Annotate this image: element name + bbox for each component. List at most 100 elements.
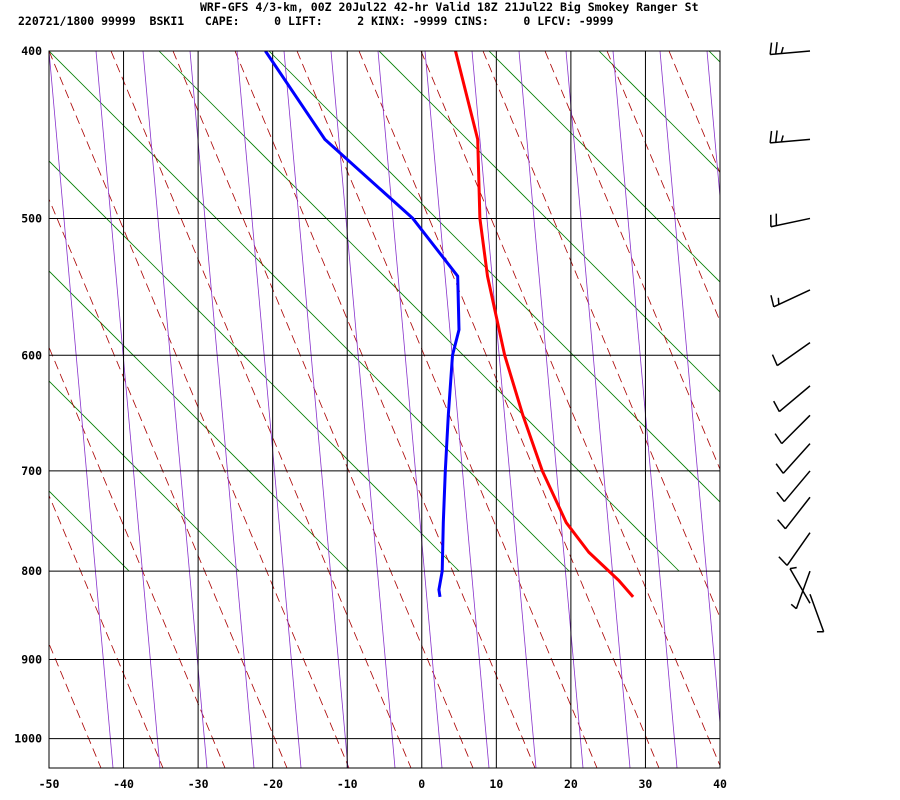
wind-barb bbox=[776, 470, 811, 503]
wind-barb bbox=[777, 496, 811, 530]
wind-barb-flag bbox=[780, 46, 784, 54]
wind-barbs bbox=[769, 42, 825, 633]
mixing-ratio-line bbox=[330, 51, 396, 768]
moist-adiabat-line bbox=[544, 51, 720, 471]
dry-adiabat-line bbox=[158, 51, 680, 572]
wind-barb-flag bbox=[771, 354, 778, 366]
moist-adiabat-line bbox=[731, 51, 900, 768]
moist-adiabat-line bbox=[172, 51, 474, 768]
dry-adiabat-line bbox=[378, 51, 720, 393]
temperature-profile-line bbox=[454, 51, 635, 598]
wind-barb bbox=[778, 532, 811, 566]
temperature-tick-label: 0 bbox=[418, 777, 425, 791]
temperature-tick-label: 40 bbox=[713, 777, 727, 791]
moist-adiabat-line bbox=[606, 51, 720, 323]
plot-frame bbox=[48, 50, 721, 769]
wind-barb bbox=[771, 342, 811, 367]
temperature-tick-label: -50 bbox=[39, 777, 60, 791]
wind-barb-flag bbox=[769, 130, 773, 143]
temperature-tick-label: -30 bbox=[188, 777, 209, 791]
dry-adiabat-line bbox=[49, 160, 460, 572]
moist-adiabat-line bbox=[49, 51, 350, 768]
temperature-tick-label: 30 bbox=[639, 777, 653, 791]
pressure-tick-label: 600 bbox=[21, 348, 42, 362]
moist-adiabat-line bbox=[668, 51, 720, 174]
wind-barb bbox=[770, 289, 811, 308]
temperature-tick-label: -20 bbox=[262, 777, 283, 791]
wind-barb-flag bbox=[773, 400, 781, 412]
pressure-tick-label: 400 bbox=[21, 44, 42, 58]
background-lines bbox=[0, 51, 900, 768]
wind-barb-flag bbox=[776, 491, 785, 503]
wind-barb bbox=[775, 443, 811, 474]
wind-barb-staff bbox=[783, 470, 811, 503]
mixing-ratio-line bbox=[424, 51, 490, 768]
wind-barb-staff bbox=[770, 138, 811, 144]
mixing-ratio-line bbox=[754, 51, 818, 768]
pressure-tick-label: 900 bbox=[21, 653, 42, 667]
dry-adiabat-line bbox=[0, 51, 19, 571]
wind-barb bbox=[809, 593, 825, 633]
dry-adiabat-line bbox=[708, 51, 720, 63]
moist-adiabat-line bbox=[110, 51, 412, 768]
moist-adiabat-line bbox=[234, 51, 536, 768]
wind-barb-flag bbox=[774, 42, 778, 55]
dry-adiabat-line bbox=[819, 51, 900, 571]
mixing-ratio-line bbox=[142, 51, 208, 768]
pressure-tick-label: 1000 bbox=[14, 732, 42, 746]
mixing-ratio-line bbox=[189, 51, 255, 768]
wind-barb-flag bbox=[777, 519, 786, 530]
temperature-tick-label: -40 bbox=[113, 777, 134, 791]
mixing-ratio-line bbox=[471, 51, 537, 768]
wind-barb-flag bbox=[790, 603, 797, 610]
wind-barb bbox=[773, 385, 811, 413]
mixing-ratio-line bbox=[283, 51, 349, 768]
chart-title: WRF-GFS 4/3-km, 00Z 20Jul22 42-hr Valid … bbox=[200, 0, 699, 14]
mixing-ratio-line bbox=[49, 51, 114, 768]
mixing-ratio-line bbox=[659, 51, 720, 728]
moist-adiabat-line bbox=[482, 51, 720, 619]
mixing-ratio-line bbox=[236, 51, 302, 768]
profiles bbox=[264, 51, 635, 598]
wind-barb-staff bbox=[770, 217, 811, 228]
moist-adiabat-line bbox=[49, 494, 164, 768]
station-indices-line: 220721/1800 99999 BSKI1 CAPE: 0 LIFT: 2 … bbox=[18, 14, 614, 28]
dry-adiabat-line bbox=[268, 51, 720, 503]
mixing-ratio-line bbox=[848, 51, 900, 768]
mixing-ratio-line bbox=[801, 51, 865, 768]
dry-adiabat-line bbox=[488, 51, 720, 283]
wind-barb-staff bbox=[781, 414, 811, 445]
plot-grid bbox=[49, 51, 720, 768]
pressure-axis: 400 500 600 700 800 900 1000 bbox=[14, 44, 42, 746]
wind-barb bbox=[774, 414, 811, 445]
moist-adiabat-line bbox=[793, 51, 900, 768]
wind-barb bbox=[769, 130, 811, 144]
moist-adiabat-line bbox=[49, 198, 288, 768]
moist-adiabat-line bbox=[358, 51, 660, 768]
wind-barb-staff bbox=[786, 532, 811, 566]
mixing-ratio-line bbox=[706, 51, 720, 202]
moist-adiabat-line bbox=[420, 51, 720, 767]
wind-barb-staff bbox=[776, 342, 811, 367]
wind-barb-staff bbox=[770, 50, 811, 56]
wind-barb-flag bbox=[774, 433, 783, 445]
wind-barb-staff bbox=[778, 385, 811, 413]
temperature-tick-label: -10 bbox=[337, 777, 358, 791]
dry-adiabat-line bbox=[49, 380, 240, 572]
moist-adiabat-line bbox=[855, 51, 900, 768]
wind-barb-staff bbox=[789, 568, 811, 604]
wind-barb-staff bbox=[784, 496, 811, 530]
wind-barb-staff bbox=[809, 593, 825, 633]
pressure-tick-label: 800 bbox=[21, 564, 42, 578]
dry-adiabat-line bbox=[49, 270, 350, 572]
dry-adiabat-line bbox=[598, 51, 720, 173]
wind-barb-flag bbox=[778, 556, 788, 566]
dry-adiabat-line bbox=[49, 51, 570, 572]
temperature-tick-label: 20 bbox=[564, 777, 578, 791]
dewpoint-profile-line bbox=[264, 51, 461, 598]
wind-barb-flag bbox=[774, 130, 778, 143]
wind-barb-flag bbox=[789, 566, 797, 570]
wind-barb bbox=[769, 42, 811, 56]
mixing-ratio-line bbox=[377, 51, 443, 768]
